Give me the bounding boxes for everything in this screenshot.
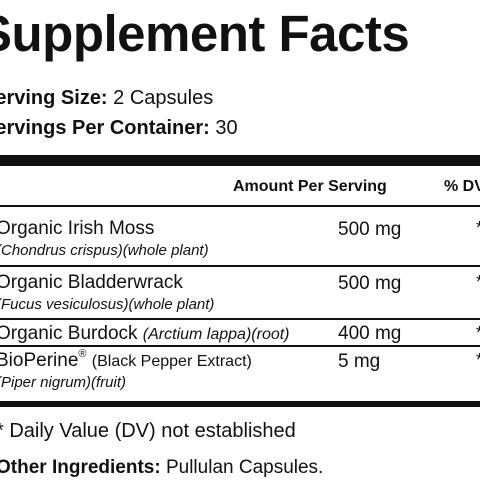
servings-per-container-label: Servings Per Container: bbox=[0, 117, 210, 139]
daily-value-footnote: * Daily Value (DV) not established bbox=[0, 420, 296, 442]
ingredient-name: Organic Burdock bbox=[0, 323, 138, 344]
thick-divider bbox=[0, 155, 480, 166]
serving-size-row: Serving Size: 2 Capsules bbox=[0, 88, 213, 108]
servings-per-container-row: Servings Per Container: 30 bbox=[0, 118, 238, 138]
ingredient-amount: 500 mg bbox=[338, 273, 402, 294]
other-ingredients: Other Ingredients: Pullulan Capsules. bbox=[0, 458, 323, 477]
serving-size-value: 2 Capsules bbox=[113, 87, 214, 109]
ingredient-plant-part: (root) bbox=[251, 326, 290, 343]
ingredient-dv: * bbox=[476, 273, 480, 291]
other-ingredients-value: Pullulan Capsules. bbox=[165, 457, 324, 478]
ingredient-dv: * bbox=[476, 219, 480, 237]
amount-per-serving-header: Amount Per Serving bbox=[233, 178, 387, 195]
other-ingredients-label: Other Ingredients: bbox=[0, 457, 161, 478]
ingredient-amount: 5 mg bbox=[338, 351, 381, 372]
row-divider bbox=[0, 205, 480, 207]
ingredient-dv: * bbox=[476, 324, 480, 342]
ingredient-amount: 500 mg bbox=[338, 219, 402, 240]
ingredient-detail: (Piper nigrum)(fruit) bbox=[0, 374, 127, 391]
daily-value-header: % DV bbox=[444, 178, 480, 195]
ingredient-name-line: BioPerine® (Black Pepper Extract) bbox=[0, 348, 252, 371]
ingredient-dv: * bbox=[476, 351, 480, 369]
ingredient-name: BioPerine bbox=[0, 350, 79, 371]
label-title: Supplement Facts bbox=[0, 5, 410, 62]
row-divider bbox=[0, 345, 480, 347]
ingredient-name-line: Organic Burdock (Arctium lappa)(root) bbox=[0, 324, 290, 343]
ingredient-extra: (Black Pepper Extract) bbox=[91, 353, 252, 370]
registered-mark: ® bbox=[78, 348, 87, 360]
ingredient-amount: 400 mg bbox=[338, 323, 402, 344]
bottom-divider bbox=[0, 401, 480, 407]
ingredient-detail: (Chondrus crispus)(whole plant) bbox=[0, 242, 209, 259]
ingredient-name: Organic Irish Moss bbox=[0, 218, 155, 239]
servings-per-container-value: 30 bbox=[215, 117, 238, 139]
ingredient-detail: (Arctium lappa)(root) bbox=[143, 326, 290, 343]
ingredient-latin-name: (Arctium lappa) bbox=[142, 326, 252, 343]
serving-size-label: Serving Size: bbox=[0, 87, 108, 109]
row-divider bbox=[0, 265, 480, 267]
row-divider bbox=[0, 318, 480, 320]
ingredient-name: Organic Bladderwrack bbox=[0, 272, 183, 293]
ingredient-detail: (Fucus vesiculosus)(whole plant) bbox=[0, 296, 215, 313]
